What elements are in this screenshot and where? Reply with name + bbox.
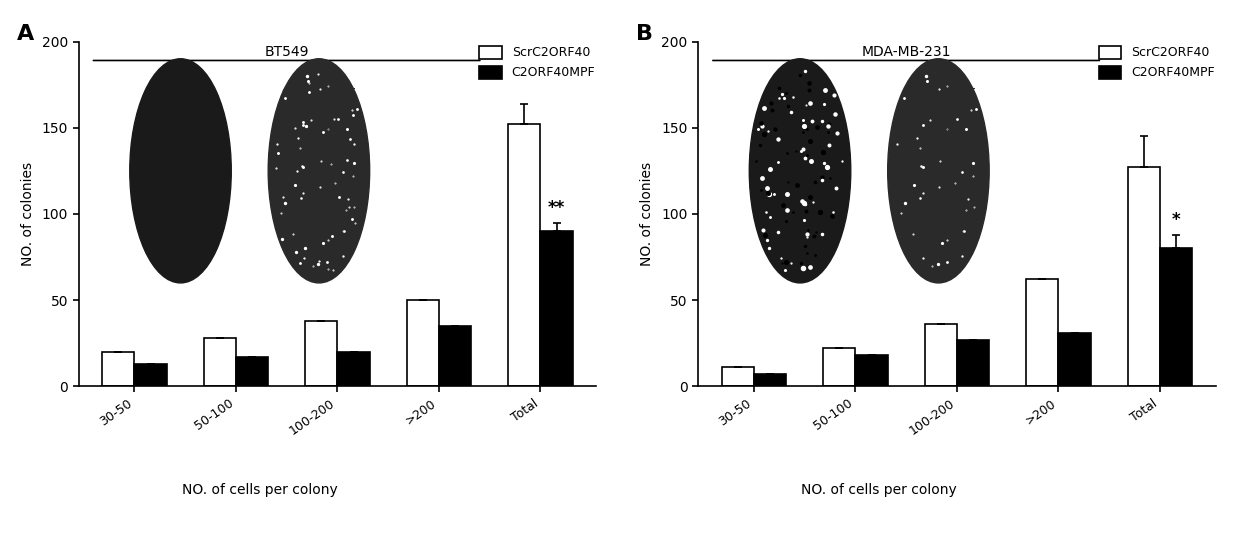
Bar — [406, 300, 439, 387]
Text: MDA-MB-231: MDA-MB-231 — [861, 45, 950, 59]
Ellipse shape — [268, 59, 369, 283]
Text: A: A — [16, 24, 33, 44]
Text: B: B — [636, 24, 653, 44]
Bar — [1160, 249, 1192, 387]
Bar — [305, 321, 337, 387]
Bar — [439, 326, 471, 387]
Bar — [1127, 168, 1160, 387]
Bar — [203, 338, 235, 387]
Y-axis label: NO. of colonies: NO. of colonies — [21, 162, 35, 266]
Bar — [134, 364, 167, 387]
Text: C2ORF40MPF: C2ORF40MPF — [281, 88, 357, 98]
Bar — [540, 231, 572, 387]
Text: ScrC2ORF40: ScrC2ORF40 — [766, 88, 835, 98]
Bar — [823, 349, 855, 387]
Bar — [1026, 279, 1058, 387]
Bar — [924, 324, 957, 387]
Y-axis label: NO. of colonies: NO. of colonies — [641, 162, 654, 266]
Ellipse shape — [130, 59, 232, 283]
Text: BT549: BT549 — [264, 45, 309, 59]
Bar — [721, 367, 753, 387]
Legend: ScrC2ORF40, C2ORF40MPF: ScrC2ORF40, C2ORF40MPF — [1094, 41, 1219, 84]
Ellipse shape — [750, 59, 851, 283]
Text: *: * — [1172, 212, 1181, 229]
Bar — [1058, 333, 1090, 387]
Bar — [957, 340, 989, 387]
Text: **: ** — [548, 199, 565, 217]
Bar — [855, 355, 887, 387]
Bar — [508, 124, 540, 387]
Bar — [102, 352, 134, 387]
Text: NO. of cells per colony: NO. of cells per colony — [182, 483, 337, 497]
Bar — [337, 352, 369, 387]
Text: ScrC2ORF40: ScrC2ORF40 — [146, 88, 216, 98]
Text: NO. of cells per colony: NO. of cells per colony — [802, 483, 957, 497]
Legend: ScrC2ORF40, C2ORF40MPF: ScrC2ORF40, C2ORF40MPF — [475, 41, 600, 84]
Ellipse shape — [887, 59, 989, 283]
Text: C2ORF40MPF: C2ORF40MPF — [901, 88, 976, 98]
Bar — [235, 357, 268, 387]
Bar — [753, 374, 787, 387]
